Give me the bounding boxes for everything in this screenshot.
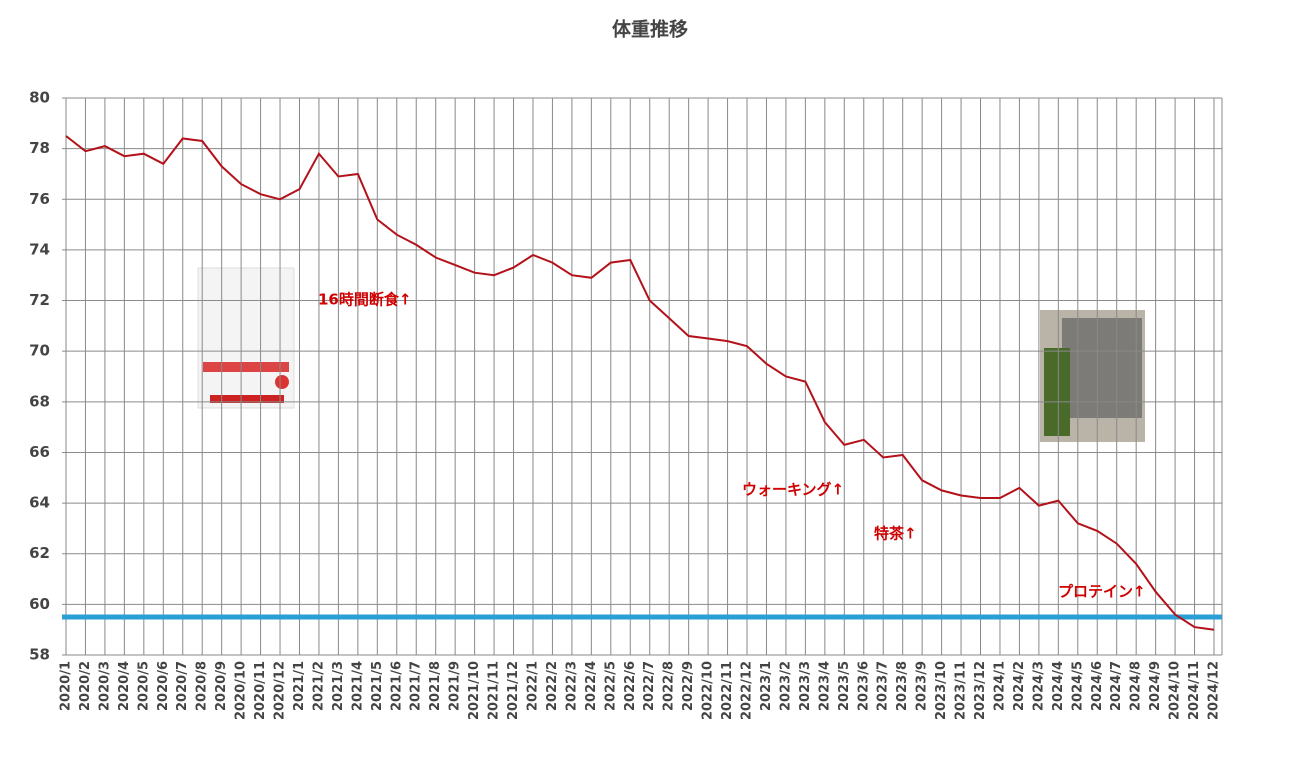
x-tick-label: 2024/8 — [1129, 661, 1144, 711]
y-tick-label: 70 — [29, 342, 50, 360]
annotation: 特茶↑ — [874, 525, 917, 543]
annotation: プロテイン↑ — [1058, 583, 1146, 601]
x-tick-label: 2020/4 — [117, 661, 132, 711]
x-tick-label: 2020/5 — [136, 661, 151, 711]
annotation: ウォーキング↑ — [742, 481, 844, 499]
x-tick-label: 2022/9 — [681, 661, 696, 711]
x-tick-label: 2021/1 — [292, 661, 307, 711]
x-tick-label: 2023/12 — [973, 661, 988, 720]
x-tick-label: 2023/9 — [915, 661, 930, 711]
x-tick-label: 2020/9 — [214, 661, 229, 711]
x-tick-label: 2022/12 — [740, 661, 755, 720]
x-tick-label: 2022/4 — [584, 661, 599, 711]
x-tick-label: 2020/10 — [234, 661, 249, 720]
x-tick-label: 2024/9 — [1148, 661, 1163, 711]
x-tick-label: 2021/5 — [370, 661, 385, 711]
x-tick-label: 2022/10 — [701, 661, 716, 720]
x-tick-label: 2020/7 — [175, 661, 190, 711]
x-tick-label: 2024/4 — [1051, 661, 1066, 711]
chart-title: 体重推移 — [612, 18, 688, 41]
y-tick-label: 80 — [29, 89, 50, 107]
weight-line — [65, 135, 1215, 631]
x-tick-label: 2024/11 — [1187, 661, 1202, 720]
x-tick-label: 2023/6 — [856, 661, 871, 711]
x-tick-label: 2023/3 — [798, 661, 813, 711]
y-tick-label: 66 — [29, 443, 50, 461]
annotation: 16時間断食↑ — [318, 291, 411, 309]
x-tick-label: 2021/10 — [467, 661, 482, 720]
x-tick-label: 2023/11 — [954, 661, 969, 720]
x-tick-label: 2021/8 — [428, 661, 443, 711]
product-image — [1040, 310, 1145, 442]
x-tick-label: 2024/6 — [1090, 661, 1105, 711]
y-tick-label: 68 — [29, 392, 50, 410]
x-tick-label: 2023/4 — [817, 661, 832, 711]
x-tick-label: 2024/2 — [1012, 661, 1027, 711]
x-tick-label: 2021/2 — [311, 661, 326, 711]
x-tick-label: 2020/8 — [195, 661, 210, 711]
y-tick-label: 72 — [29, 291, 50, 309]
x-tick-label: 2023/10 — [934, 661, 949, 720]
x-tick-label: 2020/3 — [97, 661, 112, 711]
y-tick-label: 76 — [29, 190, 50, 208]
x-tick-label: 2023/2 — [778, 661, 793, 711]
book-image — [197, 267, 295, 409]
x-tick-label: 2024/10 — [1168, 661, 1183, 720]
x-tick-label: 2021/9 — [448, 661, 463, 711]
x-tick-label: 2021/7 — [409, 661, 424, 711]
y-tick-label: 60 — [29, 595, 50, 613]
x-tick-label: 2024/12 — [1207, 661, 1222, 720]
y-tick-label: 78 — [29, 139, 50, 157]
x-tick-label: 2021/12 — [506, 661, 521, 720]
x-tick-label: 2022/2 — [545, 661, 560, 711]
x-tick-label: 2020/12 — [273, 661, 288, 720]
x-tick-label: 2020/2 — [78, 661, 93, 711]
x-tick-label: 2023/1 — [759, 661, 774, 711]
x-tick-label: 2024/7 — [1109, 661, 1124, 711]
x-tick-label: 2024/3 — [1031, 661, 1046, 711]
x-tick-label: 2021/6 — [389, 661, 404, 711]
x-tick-label: 2024/1 — [992, 661, 1007, 711]
x-tick-label: 2023/5 — [837, 661, 852, 711]
y-tick-label: 74 — [29, 240, 50, 258]
x-tick-label: 2021/4 — [350, 661, 365, 711]
x-tick-label: 2022/6 — [623, 661, 638, 711]
x-tick-label: 2020/11 — [253, 661, 268, 720]
x-tick-label: 2021/3 — [331, 661, 346, 711]
x-tick-label: 2022/5 — [603, 661, 618, 711]
x-tick-label: 2021/11 — [487, 661, 502, 720]
x-tick-label: 2022/7 — [642, 661, 657, 711]
x-tick-label: 2024/5 — [1070, 661, 1085, 711]
x-tick-label: 2022/11 — [720, 661, 735, 720]
x-tick-label: 2022/1 — [525, 661, 540, 711]
x-tick-label: 2020/6 — [156, 661, 171, 711]
x-tick-label: 2023/8 — [895, 661, 910, 711]
x-tick-label: 2022/3 — [564, 661, 579, 711]
y-tick-label: 58 — [29, 646, 50, 664]
x-tick-label: 2022/8 — [662, 661, 677, 711]
y-tick-label: 62 — [29, 544, 50, 562]
x-tick-label: 2023/7 — [876, 661, 891, 711]
x-tick-label: 2020/1 — [59, 661, 74, 711]
y-tick-label: 64 — [29, 494, 50, 512]
